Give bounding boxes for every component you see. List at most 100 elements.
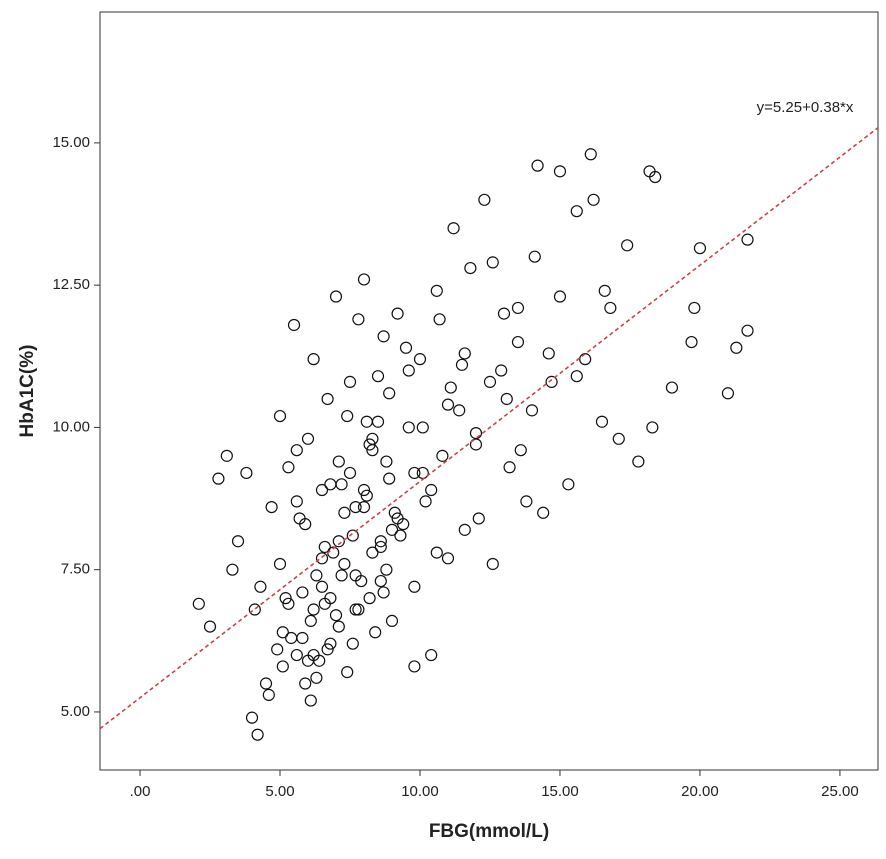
point bbox=[301, 654, 315, 667]
point bbox=[402, 364, 415, 377]
point bbox=[570, 370, 583, 383]
point bbox=[304, 694, 317, 707]
y-tick-label: 7.50 bbox=[61, 561, 90, 578]
point bbox=[259, 677, 273, 690]
point bbox=[413, 353, 427, 366]
point bbox=[363, 438, 376, 451]
point bbox=[486, 557, 499, 571]
point bbox=[262, 688, 275, 701]
point bbox=[315, 580, 329, 593]
point bbox=[587, 193, 600, 206]
point bbox=[531, 159, 544, 172]
point bbox=[377, 330, 390, 343]
point bbox=[458, 347, 471, 360]
point bbox=[649, 170, 662, 184]
point bbox=[374, 535, 387, 548]
point bbox=[357, 500, 371, 514]
x-axis-title: FBG(mmol/L) bbox=[429, 821, 549, 842]
x-tick-label: 5.00 bbox=[265, 783, 294, 800]
point bbox=[324, 478, 337, 491]
point bbox=[254, 580, 267, 593]
point bbox=[349, 603, 362, 616]
point bbox=[290, 444, 303, 457]
point bbox=[511, 335, 525, 349]
point bbox=[497, 307, 511, 320]
point bbox=[385, 614, 399, 628]
point bbox=[203, 620, 217, 633]
point bbox=[310, 569, 323, 582]
point bbox=[299, 518, 312, 531]
point bbox=[688, 301, 701, 315]
point bbox=[528, 250, 541, 263]
point bbox=[240, 466, 253, 480]
point bbox=[192, 597, 205, 610]
point bbox=[374, 540, 387, 554]
y-axis-title: HbA1C(%) bbox=[17, 345, 38, 438]
point bbox=[251, 728, 264, 741]
point bbox=[352, 603, 365, 616]
y-tick-label: 12.50 bbox=[52, 276, 90, 293]
point bbox=[408, 466, 421, 480]
point bbox=[562, 478, 575, 491]
point bbox=[391, 512, 404, 525]
point bbox=[483, 375, 497, 388]
point bbox=[520, 495, 533, 508]
point bbox=[341, 666, 354, 679]
x-tick-label: 20.00 bbox=[681, 783, 719, 800]
point bbox=[335, 569, 348, 582]
point bbox=[290, 495, 303, 508]
point bbox=[469, 427, 483, 440]
point bbox=[357, 273, 371, 286]
point bbox=[598, 284, 611, 297]
point bbox=[332, 620, 345, 633]
point bbox=[310, 671, 323, 684]
point bbox=[419, 495, 432, 508]
point bbox=[545, 375, 558, 388]
point bbox=[321, 643, 334, 656]
annotation: y=5.25+0.38*x bbox=[757, 99, 854, 116]
point bbox=[315, 552, 329, 565]
point bbox=[366, 432, 379, 445]
point bbox=[343, 466, 357, 480]
point bbox=[472, 512, 485, 525]
point bbox=[265, 500, 278, 514]
point bbox=[632, 455, 645, 468]
point bbox=[570, 205, 583, 218]
point bbox=[341, 409, 354, 423]
point bbox=[399, 341, 413, 354]
point bbox=[380, 455, 393, 468]
plot-frame bbox=[99, 11, 879, 771]
point bbox=[374, 574, 387, 588]
point bbox=[296, 631, 309, 645]
point bbox=[385, 523, 399, 536]
point bbox=[324, 592, 337, 605]
point bbox=[500, 392, 513, 406]
point bbox=[380, 563, 393, 576]
point bbox=[486, 256, 499, 269]
point bbox=[371, 370, 385, 383]
point bbox=[433, 313, 446, 326]
point bbox=[430, 546, 443, 559]
point bbox=[469, 438, 483, 451]
point bbox=[721, 387, 735, 400]
point bbox=[394, 529, 407, 542]
point bbox=[321, 392, 334, 406]
point bbox=[741, 324, 754, 337]
point bbox=[307, 603, 320, 616]
point bbox=[273, 409, 287, 423]
point bbox=[363, 592, 376, 605]
point bbox=[329, 609, 343, 622]
point bbox=[447, 222, 460, 235]
point bbox=[360, 415, 373, 428]
point bbox=[383, 472, 396, 485]
y-tick-label: 5.00 bbox=[61, 703, 90, 720]
point bbox=[346, 529, 359, 542]
point bbox=[329, 290, 343, 303]
point bbox=[444, 381, 457, 394]
point bbox=[416, 466, 429, 480]
point bbox=[220, 449, 233, 462]
point bbox=[307, 353, 320, 366]
point bbox=[425, 648, 438, 662]
point bbox=[436, 449, 449, 462]
